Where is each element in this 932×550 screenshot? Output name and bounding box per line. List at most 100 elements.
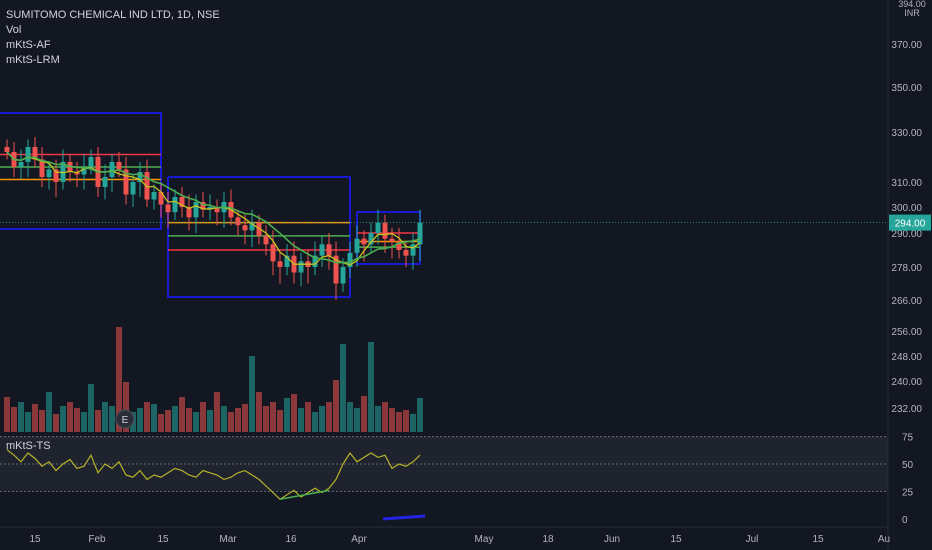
currency-top-value: 394.00 — [898, 0, 926, 9]
volume-bar — [144, 402, 150, 432]
volume-bar — [95, 410, 101, 432]
candle-body — [32, 147, 38, 160]
chart-legend: SUMITOMO CHEMICAL IND LTD, 1D, NSE Vol m… — [6, 8, 220, 68]
time-tick: 15 — [157, 534, 169, 545]
volume-bar — [312, 412, 318, 432]
candle-body — [235, 217, 241, 226]
indicator-mkts-lrm[interactable]: mKtS-LRM — [6, 54, 60, 66]
indicator-vol[interactable]: Vol — [6, 24, 22, 36]
channel-box — [167, 176, 351, 298]
candle-body — [137, 172, 143, 182]
price-tick: 290.00 — [891, 229, 922, 240]
volume-bar — [319, 406, 325, 432]
candle-body — [165, 204, 171, 213]
volume-bar — [88, 384, 94, 432]
volume-bar — [249, 356, 255, 432]
price-tick: 310.00 — [891, 178, 922, 189]
time-tick: Au — [878, 534, 890, 545]
price-tick: 350.00 — [891, 83, 922, 94]
volume-bar — [74, 408, 80, 432]
volume-bar — [403, 410, 409, 432]
price-tick: 232.00 — [891, 404, 922, 415]
oscillator-tick: 50 — [902, 460, 914, 471]
candle-body — [123, 169, 129, 195]
time-tick: 16 — [285, 534, 297, 545]
volume-bar — [242, 404, 248, 432]
candle-body — [361, 238, 367, 245]
price-tick: 370.00 — [891, 40, 922, 51]
volume-bar — [270, 402, 276, 432]
candle-body — [298, 261, 304, 273]
candle-body — [396, 241, 402, 250]
candle-body — [88, 157, 94, 167]
time-tick: May — [475, 534, 494, 545]
volume-bar — [18, 402, 24, 432]
time-tick: Mar — [219, 534, 237, 545]
candle-body — [179, 197, 185, 207]
volume-bar — [53, 414, 59, 432]
candle-body — [270, 244, 276, 262]
volume-bar — [151, 404, 157, 432]
candle-body — [18, 162, 24, 167]
oscillator-tick: 0 — [902, 515, 908, 526]
oscillator-tick: 25 — [902, 488, 914, 499]
volume-bar — [368, 342, 374, 432]
oscillator-line — [6, 449, 421, 500]
volume-bar — [326, 402, 332, 432]
volume-bar — [207, 410, 213, 432]
volume-bar — [32, 404, 38, 432]
volume-bar — [298, 408, 304, 432]
candle-body — [354, 238, 360, 253]
volume-bar — [389, 408, 395, 432]
candle-body — [172, 197, 178, 213]
volume-bar — [305, 402, 311, 432]
candle-body — [116, 162, 122, 170]
volume-bar — [277, 410, 283, 432]
volume-bar — [4, 397, 10, 432]
volume-bar — [284, 398, 290, 432]
candle-body — [151, 192, 157, 200]
volume-bar — [375, 406, 381, 432]
candle-body — [4, 147, 10, 152]
channel-box — [0, 112, 162, 230]
volume-bar — [11, 407, 17, 432]
candle-body — [403, 250, 409, 256]
candle-body — [263, 235, 269, 245]
volume-bar — [382, 402, 388, 432]
candle-body — [200, 202, 206, 210]
earnings-marker-label: E — [122, 415, 129, 426]
indicator-mkts-af[interactable]: mKtS-AF — [6, 39, 51, 51]
last-price-tag — [889, 214, 931, 231]
volume-bar — [123, 382, 129, 432]
candle-body — [46, 169, 52, 177]
candle-body — [25, 147, 31, 162]
candle-body — [417, 222, 423, 245]
symbol-title[interactable]: SUMITOMO CHEMICAL IND LTD, 1D, NSE — [6, 9, 220, 21]
volume-bar — [340, 344, 346, 432]
currency-label[interactable]: 394.00 INR — [894, 0, 930, 18]
moving-average-fast — [6, 151, 421, 266]
volume-bar — [354, 408, 360, 432]
price-tick: 240.00 — [891, 377, 922, 388]
time-tick: Jul — [746, 534, 759, 545]
volume-bar — [256, 392, 262, 432]
volume-bar — [221, 406, 227, 432]
volume-bar — [39, 410, 45, 432]
channel-box — [356, 211, 421, 265]
candle-body — [319, 244, 325, 256]
candle-body — [39, 159, 45, 177]
volume-bar — [137, 408, 143, 432]
volume-bar — [25, 412, 31, 432]
time-tick: 15 — [29, 534, 41, 545]
volume-bar — [214, 392, 220, 432]
volume-bar — [60, 406, 66, 432]
oscillator-label[interactable]: mKtS-TS — [6, 440, 51, 452]
candle-body — [277, 261, 283, 267]
candle-body — [312, 255, 318, 267]
volume-bar — [396, 412, 402, 432]
signal-marker — [382, 514, 426, 521]
last-price-value: 294.00 — [895, 219, 926, 230]
price-tick: 256.00 — [891, 327, 922, 338]
candle-body — [242, 225, 248, 231]
